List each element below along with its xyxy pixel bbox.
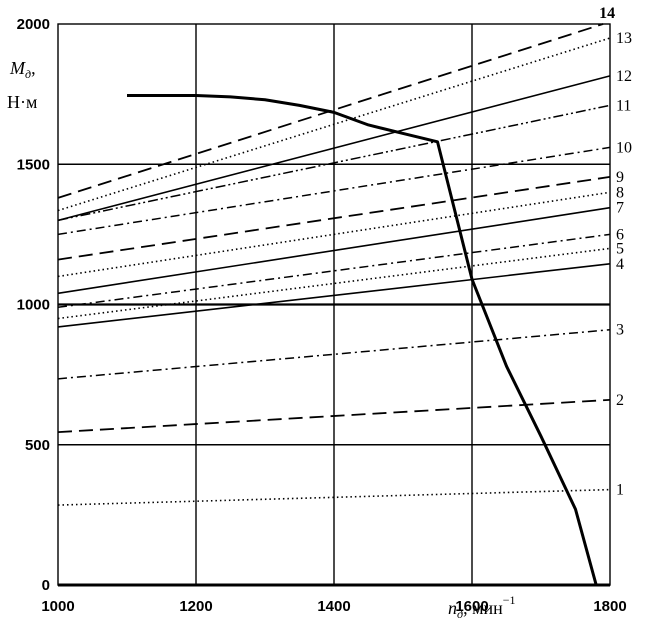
series-line-9: [57, 175, 611, 261]
x-tick-label: 1000: [41, 598, 74, 615]
series-lines: [57, 23, 611, 506]
y-tick-label: 1000: [17, 297, 50, 314]
grid: [58, 24, 610, 585]
line-label-1: 1: [616, 482, 624, 499]
engine-torque-curve: [127, 94, 598, 586]
line-label-12: 12: [616, 68, 632, 85]
line-label-14: 14: [599, 5, 615, 22]
y-axis-unit: Н·м: [7, 92, 37, 112]
line-label-3: 3: [616, 322, 624, 339]
series-line-5: [57, 247, 611, 320]
series-line-12: [57, 75, 611, 222]
tick-labels: 1000 1200 1400 1600 1800 0 500 1000 1500 2000: [17, 16, 627, 615]
y-tick-label: 1500: [17, 156, 50, 173]
series-line-6: [57, 233, 611, 309]
engine-curve-line: [127, 94, 598, 586]
series-line-11: [57, 104, 611, 222]
series-line-13: [57, 37, 611, 212]
y-axis-title: Mд,: [9, 58, 36, 81]
series-line-10: [57, 146, 611, 236]
line-label-5: 5: [616, 240, 624, 257]
line-label-7: 7: [616, 200, 624, 217]
line-label-2: 2: [616, 392, 624, 409]
x-tick-label: 1200: [179, 598, 212, 615]
x-tick-label: 1600: [455, 598, 488, 615]
line-label-13: 13: [616, 30, 632, 47]
line-label-10: 10: [616, 139, 632, 156]
plot-frame: [57, 23, 611, 587]
x-tick-label: 1800: [593, 598, 626, 615]
series-line-2: [57, 398, 611, 434]
x-axis-title: nд, мин−1: [448, 593, 516, 621]
line-label-8: 8: [616, 184, 624, 201]
x-tick-label: 1400: [317, 598, 350, 615]
series-line-1: [57, 488, 611, 506]
line-label-9: 9: [616, 169, 624, 186]
line-label-4: 4: [616, 256, 624, 273]
series-line-7: [57, 206, 611, 295]
y-tick-label: 0: [42, 577, 50, 594]
series-line-4: [57, 263, 611, 328]
line-label-6: 6: [616, 226, 624, 243]
y-tick-label: 2000: [17, 16, 50, 33]
line-label-11: 11: [616, 97, 631, 114]
series-line-3: [57, 328, 611, 380]
series-line-8: [57, 191, 611, 278]
y-tick-label: 500: [25, 437, 50, 454]
